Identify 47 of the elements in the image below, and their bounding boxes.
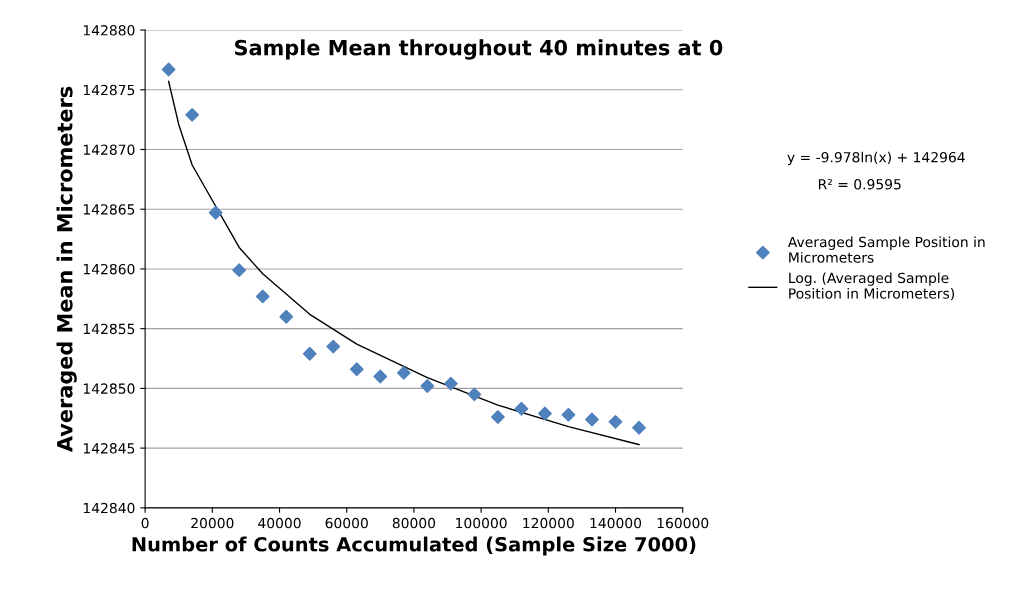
point	[490, 410, 505, 424]
text: y = -9.978ln(x) + 142964	[787, 151, 965, 166]
point	[514, 401, 529, 416]
y-tick-label: 142875	[83, 84, 135, 96]
y-axis-title: Averaged Mean in Micrometers	[56, 86, 77, 452]
x-tick-label: 100000	[456, 517, 507, 529]
point	[561, 407, 576, 422]
point	[302, 346, 317, 361]
y-tick-label: 142870	[83, 144, 135, 155]
y-tick-label: 142865	[83, 204, 135, 215]
point	[279, 309, 294, 324]
point	[161, 62, 176, 77]
y-tick-label: 142880	[83, 25, 135, 36]
point	[396, 365, 411, 380]
x-axis-title: Number of Counts Accumulated (Sample Size 7000)	[132, 536, 696, 556]
point	[420, 379, 435, 393]
y-tick-label: 142850	[83, 383, 135, 394]
point	[208, 205, 223, 220]
point	[349, 362, 364, 377]
y-tick-label: 142840	[83, 502, 135, 514]
point	[467, 387, 482, 402]
point	[326, 339, 341, 354]
chart-title: Sample Mean throughout 40 minutes at 0	[235, 39, 723, 60]
y-tick-label: 142860	[83, 263, 135, 275]
point	[585, 412, 599, 427]
point	[255, 289, 270, 304]
x-tick-label: 40000	[258, 517, 301, 529]
point	[632, 420, 646, 435]
point	[538, 406, 552, 421]
point	[185, 107, 200, 122]
x-tick-label: 80000	[392, 517, 436, 529]
point	[443, 376, 458, 391]
line-series	[167, 80, 640, 446]
x-tick-label: 20000	[191, 517, 234, 529]
x-tick-label: 0	[141, 517, 149, 529]
x-tick-label: 120000	[523, 517, 574, 529]
point	[232, 263, 247, 278]
y-tick-label: 142855	[83, 323, 135, 335]
point	[608, 414, 623, 429]
y-tick-label: 142845	[83, 443, 135, 454]
point	[373, 369, 388, 384]
text: R² = 0.9595	[818, 179, 901, 190]
x-tick-label: 160000	[657, 517, 709, 529]
legend-label: Log. (Averaged Sample Position in Micrometers)	[789, 272, 955, 301]
x-tick-label: 60000	[325, 517, 368, 529]
x-tick-label: 140000	[590, 517, 642, 529]
legend-label: Averaged Sample Position in Micrometers	[787, 236, 985, 263]
